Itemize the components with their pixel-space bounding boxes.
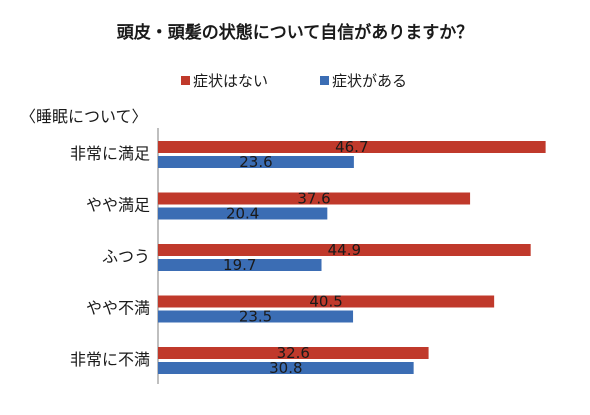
data-label-series-2: 23.5 bbox=[239, 308, 272, 326]
bar-series-2 bbox=[158, 156, 354, 168]
chart-title: 頭皮・頭髪の状態について自信がありますか？ bbox=[117, 22, 474, 43]
legend-label-series-2: 症状がある bbox=[332, 72, 407, 90]
category-label: やや不満 bbox=[86, 299, 150, 318]
data-label-series-2: 20.4 bbox=[226, 205, 259, 223]
group-label: 〈睡眠について〉 bbox=[20, 107, 148, 126]
data-label-series-1: 44.9 bbox=[328, 241, 361, 259]
legend-label-series-1: 症状はない bbox=[193, 72, 268, 90]
plot-area: 非常に満足 46.7 23.6 やや満足 37.6 20.4 ふつう 44.9 19.7 やや不満… bbox=[70, 138, 546, 377]
legend-swatch-series-2 bbox=[320, 76, 329, 85]
data-label-series-2: 30.8 bbox=[269, 359, 302, 377]
bar-series-2 bbox=[158, 362, 414, 374]
data-label-series-1: 37.6 bbox=[297, 190, 330, 208]
bar-series-2 bbox=[158, 259, 322, 271]
bar-series-1 bbox=[158, 347, 429, 359]
data-label-series-2: 19.7 bbox=[223, 256, 256, 274]
bar-series-1 bbox=[158, 295, 495, 308]
bar-series-1 bbox=[158, 244, 531, 256]
legend: 症状はない 症状がある bbox=[181, 72, 407, 90]
bar-series-1 bbox=[158, 192, 471, 205]
category-label: 非常に満足 bbox=[70, 144, 150, 163]
data-label-series-1: 46.7 bbox=[335, 138, 368, 156]
category-label: 非常に不満 bbox=[70, 350, 150, 369]
bar-series-1 bbox=[158, 141, 546, 153]
data-label-series-1: 32.6 bbox=[277, 344, 310, 362]
legend-swatch-series-1 bbox=[181, 76, 190, 85]
bar-series-2 bbox=[158, 207, 328, 220]
data-label-series-1: 40.5 bbox=[309, 293, 342, 311]
category-label: やや満足 bbox=[86, 196, 150, 215]
category-label: ふつう bbox=[102, 247, 150, 266]
data-label-series-2: 23.6 bbox=[239, 153, 272, 171]
bar-series-2 bbox=[158, 310, 354, 323]
